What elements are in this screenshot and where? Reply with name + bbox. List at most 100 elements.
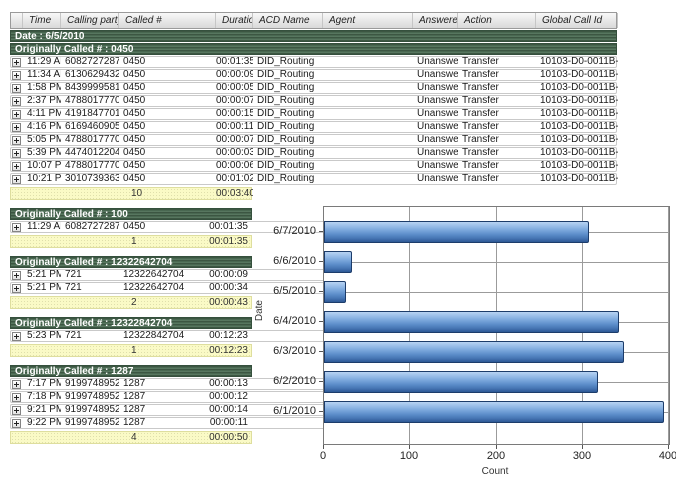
x-tick-label: 200 xyxy=(486,450,506,462)
expand-button plus-icon[interactable] xyxy=(12,57,21,67)
cell-acd: DID_Routing xyxy=(257,174,315,184)
cell-called: 0450 xyxy=(123,135,146,145)
cell-answered: Unanswered xyxy=(417,96,458,106)
cell-time: 5:23 PM xyxy=(27,331,61,341)
expand-button plus-icon[interactable] xyxy=(12,161,21,171)
gridline-horizontal xyxy=(324,292,669,293)
gridline-horizontal xyxy=(324,262,669,263)
x-tick-label: 0 xyxy=(319,450,327,462)
cell-time: 11:29 AM xyxy=(27,57,61,67)
expander-cell xyxy=(11,57,23,67)
expand-button plus-icon[interactable] xyxy=(12,109,21,119)
call-row[interactable]: 2:37 PM 4788017770 0450 00:00:07 DID_Routing… xyxy=(10,95,618,107)
cell-duration: 00:00:14 xyxy=(209,405,248,415)
cell-time: 4:11 PM xyxy=(27,109,61,119)
expand-button plus-icon[interactable] xyxy=(12,83,21,93)
cell-answered: Unanswered xyxy=(417,135,458,145)
cell-duration: 00:00:15 xyxy=(216,109,253,119)
cell-answered: Unanswered xyxy=(417,161,458,171)
expander-cell xyxy=(11,270,23,280)
expand-button plus-icon[interactable] xyxy=(12,96,21,106)
cell-calling: 3010739363 xyxy=(65,174,119,184)
y-tick-label: 6/6/2010 xyxy=(273,255,316,267)
expand-button plus-icon[interactable] xyxy=(12,135,21,145)
call-row[interactable]: 4:16 PM 6169460905 0450 00:00:11 DID_Routing… xyxy=(10,121,618,133)
column-header-answered: Answered xyxy=(413,13,458,28)
y-tick-label: 6/7/2010 xyxy=(273,225,316,237)
cell-gcid: 10103-D0-0011B-772 xyxy=(540,109,618,119)
expand-button plus-icon[interactable] xyxy=(12,70,21,80)
cell-time: 5:21 PM xyxy=(27,270,61,280)
column-header-called-: Called # xyxy=(119,13,216,28)
expand-button plus-icon[interactable] xyxy=(12,148,21,158)
y-tick-label: 6/1/2010 xyxy=(273,405,316,417)
y-axis-tick xyxy=(319,291,323,292)
expander-cell xyxy=(11,174,23,184)
cell-action: Transfer xyxy=(462,57,499,67)
cell-time: 10:21 PM xyxy=(27,174,61,184)
expand-button plus-icon[interactable] xyxy=(12,174,21,184)
summary-duration: 00:12:23 xyxy=(209,345,248,356)
expand-button plus-icon[interactable] xyxy=(12,222,21,232)
cell-duration: 00:00:11 xyxy=(216,122,253,132)
cell-called: 0450 xyxy=(123,83,146,93)
cell-duration: 00:00:09 xyxy=(209,270,248,280)
cell-time: 9:22 PM xyxy=(27,418,61,428)
called-number-group-header: Originally Called # : 1287 xyxy=(10,365,252,377)
cell-acd: DID_Routing xyxy=(257,109,315,119)
call-row[interactable]: 5:39 PM 4474012204 0450 00:00:03 DID_Routing… xyxy=(10,147,618,159)
bar-6/3/2010 xyxy=(324,341,624,363)
cell-answered: Unanswered xyxy=(417,83,458,93)
group-summary-row: 4 00:00:50 xyxy=(10,431,252,444)
cell-calling: 9199748952 xyxy=(65,418,119,428)
expand-button plus-icon[interactable] xyxy=(12,283,21,293)
cell-called: 12322642704 xyxy=(123,283,185,293)
cell-called: 1287 xyxy=(123,405,146,415)
y-axis-tick xyxy=(319,231,323,232)
call-row[interactable]: 11:29 AM 6082727287 0450 00:01:35 DID_Routin… xyxy=(10,56,618,68)
expander-cell xyxy=(11,418,23,428)
cell-duration: 00:00:13 xyxy=(209,379,248,389)
cell-called: 0450 xyxy=(123,57,146,67)
expand-button plus-icon[interactable] xyxy=(12,405,21,415)
cell-calling: 6130629432 xyxy=(65,70,119,80)
cell-calling: 4191847701 xyxy=(65,109,119,119)
cell-calling: 9199748952 xyxy=(65,379,119,389)
expand-button plus-icon[interactable] xyxy=(12,379,21,389)
call-row[interactable]: 10:07 PM 4788017770 0450 00:00:06 DID_Routin… xyxy=(10,160,618,172)
call-row[interactable]: 1:58 PM 8439999581 0450 00:00:05 DID_Routing… xyxy=(10,82,618,94)
x-axis-tick xyxy=(323,445,324,449)
cell-called: 1287 xyxy=(123,392,146,402)
cell-calling: 4788017770 xyxy=(65,96,119,106)
cell-called: 1287 xyxy=(123,379,146,389)
cell-time: 11:34 AM xyxy=(27,70,61,80)
call-group: Originally Called # : 12322642704 5:21 PM… xyxy=(10,256,617,309)
expander-cell xyxy=(11,161,23,171)
cell-calling: 721 xyxy=(65,270,82,280)
y-axis-tick xyxy=(319,321,323,322)
gridline-vertical xyxy=(668,207,669,444)
cell-duration: 00:00:06 xyxy=(216,161,253,171)
cell-time: 5:05 PM xyxy=(27,135,61,145)
cell-calling: 4788017770 xyxy=(65,161,119,171)
cell-gcid: 10103-D0-0011B-76F xyxy=(540,70,618,80)
column-header-acd-name: ACD Name xyxy=(253,13,323,28)
summary-count: 4 xyxy=(131,432,137,443)
expand-button plus-icon[interactable] xyxy=(12,418,21,428)
cell-duration: 00:01:02 xyxy=(216,174,253,184)
cell-gcid: 10103-D0-0011B-77F xyxy=(540,174,618,184)
call-group: Originally Called # : 100 11:29 AM 6082727… xyxy=(10,208,617,248)
cell-calling: 4788017770 xyxy=(65,135,119,145)
summary-count: 1 xyxy=(131,236,137,247)
expand-button plus-icon[interactable] xyxy=(12,270,21,280)
call-row[interactable]: 4:11 PM 4191847701 0450 00:00:15 DID_Routing… xyxy=(10,108,618,120)
expand-button plus-icon[interactable] xyxy=(12,122,21,132)
call-row[interactable]: 11:34 AM 6130629432 0450 00:00:09 DID_Routin… xyxy=(10,69,618,81)
y-axis-tick xyxy=(319,261,323,262)
call-row[interactable]: 10:21 PM 3010739363 0450 00:01:02 DID_Routin… xyxy=(10,173,618,185)
call-row[interactable]: 5:05 PM 4788017770 0450 00:00:07 DID_Routing… xyxy=(10,134,618,146)
expand-button plus-icon[interactable] xyxy=(12,392,21,402)
expand-button plus-icon[interactable] xyxy=(12,331,21,341)
cell-duration: 00:00:07 xyxy=(216,96,253,106)
cell-time: 11:29 AM xyxy=(27,222,61,232)
